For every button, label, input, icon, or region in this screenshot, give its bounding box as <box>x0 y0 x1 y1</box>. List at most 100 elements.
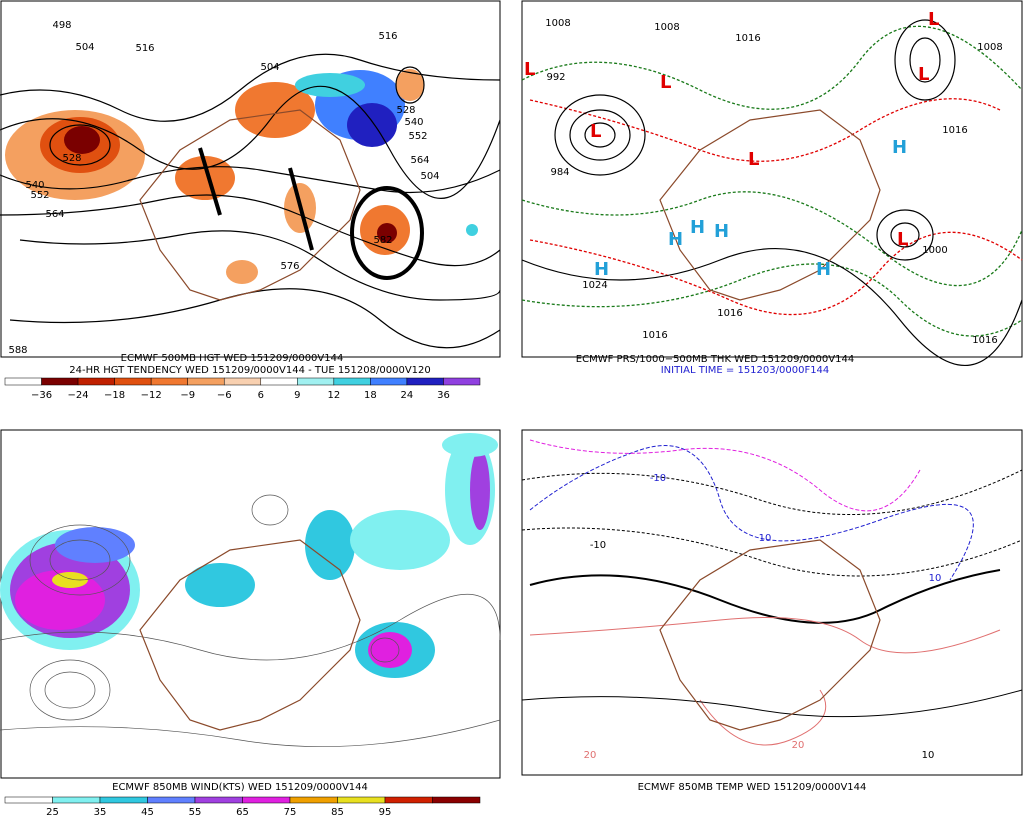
contour-label: 1008 <box>545 18 570 29</box>
contour-label: 10 <box>922 750 935 761</box>
svg-text:L: L <box>928 9 939 30</box>
colorbar-box <box>406 377 444 386</box>
svg-text:L: L <box>524 59 535 80</box>
contour-label: 504 <box>260 62 279 73</box>
contour-label: 552 <box>30 190 49 201</box>
contour-label: 10 <box>759 533 772 544</box>
contour-label: 582 <box>373 235 392 246</box>
colorbar-box <box>187 377 225 386</box>
contour-label: 20 <box>792 740 805 751</box>
colorbar-box <box>4 377 42 386</box>
colorbar-box <box>150 377 188 386</box>
contour-label: 498 <box>52 20 71 31</box>
contour-label: 1016 <box>972 335 997 346</box>
colorbar-box <box>147 796 196 804</box>
colorbar-label: 65 <box>236 807 249 818</box>
shading <box>0 433 498 678</box>
contour-label: 1000 <box>922 245 947 256</box>
colorbar-label: 95 <box>379 807 392 818</box>
colorbar-label: 36 <box>437 390 450 401</box>
colorbar-label: 25 <box>46 807 59 818</box>
coastline <box>659 539 881 731</box>
contour-label: 552 <box>408 131 427 142</box>
contour-label: 1016 <box>942 125 967 136</box>
svg-text:H: H <box>690 217 705 238</box>
colorbar-box <box>114 377 152 386</box>
caption: ECMWF PRS/1000−500MB THK WED 151209/0000… <box>576 354 854 365</box>
colorbar-box <box>4 796 53 804</box>
colorbar-box <box>242 796 291 804</box>
contour-label: 564 <box>45 209 64 220</box>
contour-label: 1008 <box>654 22 679 33</box>
contour-label: 528 <box>396 105 415 116</box>
contour-label: 540 <box>404 117 423 128</box>
svg-text:H: H <box>816 259 831 280</box>
svg-text:L: L <box>918 64 929 85</box>
temperature-contours <box>521 439 1023 746</box>
colorbar-label: −18 <box>104 390 125 401</box>
thickness-contours <box>521 25 1023 337</box>
coastline <box>659 109 881 301</box>
svg-text:H: H <box>594 259 609 280</box>
colorbar-box <box>333 377 371 386</box>
shading <box>5 69 478 284</box>
colorbar-label: −12 <box>141 390 162 401</box>
contour-label: 516 <box>135 43 154 54</box>
colorbar-label: 12 <box>327 390 340 401</box>
contour-label: 1016 <box>642 330 667 341</box>
contour-label: 1024 <box>582 280 607 291</box>
svg-text:H: H <box>892 137 907 158</box>
contour-label: 588 <box>8 345 27 356</box>
colorbar-box <box>52 796 101 804</box>
colorbar-box <box>223 377 262 386</box>
colorbar-label: 55 <box>189 807 202 818</box>
colorbar-label: −9 <box>180 390 195 401</box>
colorbar-box <box>337 796 386 804</box>
caption: ECMWF 500MB HGT WED 151209/0000V144 <box>121 353 344 364</box>
contour-label: 576 <box>280 261 299 272</box>
streamlines <box>0 494 501 747</box>
contour-label: 10 <box>929 573 942 584</box>
caption: ECMWF 850MB TEMP WED 151209/0000V144 <box>638 782 867 793</box>
contour-label: 984 <box>550 167 569 178</box>
colorbar-label: 9 <box>294 390 300 401</box>
contour-label: 1016 <box>735 33 760 44</box>
caption: ECMWF 850MB WIND(KTS) WED 151209/0000V14… <box>112 782 368 793</box>
colorbar-box <box>289 796 338 804</box>
caption: INITIAL TIME = 151203/0000F144 <box>661 365 830 376</box>
contour-label: 516 <box>378 31 397 42</box>
colorbar-box <box>443 377 481 386</box>
colorbar-box <box>41 377 79 386</box>
panel-frame <box>521 429 1023 776</box>
svg-text:L: L <box>660 72 671 93</box>
contour-label: 564 <box>410 155 429 166</box>
contour-label: 540 <box>25 180 44 191</box>
colorbar-label: 75 <box>284 807 297 818</box>
coastline <box>139 109 361 301</box>
colorbar-box <box>260 377 298 386</box>
svg-text:L: L <box>590 121 601 142</box>
coastline <box>139 539 361 731</box>
colorbar-label: 35 <box>94 807 107 818</box>
contour-label: 504 <box>420 171 439 182</box>
svg-text:H: H <box>714 221 729 242</box>
colorbar-label: 18 <box>364 390 377 401</box>
svg-text:L: L <box>897 229 908 250</box>
panel-frame <box>521 0 1023 358</box>
colorbar-box <box>370 377 408 386</box>
colorbar-box <box>297 377 335 386</box>
colorbar-label: −36 <box>31 390 52 401</box>
svg-text:L: L <box>748 149 759 170</box>
contour-label: 1008 <box>977 42 1002 53</box>
colorbar-box <box>384 796 433 804</box>
contour-label: 992 <box>546 72 565 83</box>
contours <box>0 53 501 349</box>
contour-label: 528 <box>62 153 81 164</box>
contour-label: -10 <box>650 473 666 484</box>
colorbar-label: 85 <box>331 807 344 818</box>
colorbar-box <box>194 796 243 804</box>
colorbar-label: 24 <box>401 390 414 401</box>
contour-label: 1016 <box>717 308 742 319</box>
colorbar-box <box>77 377 115 386</box>
